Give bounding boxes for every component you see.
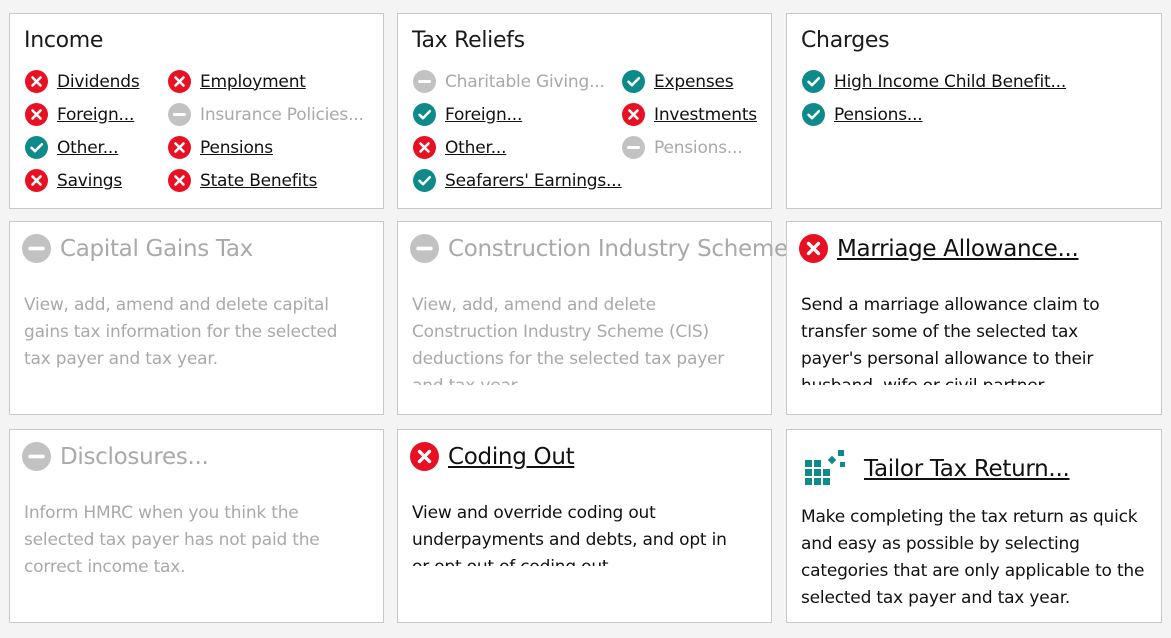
- not-completed-icon: [413, 136, 436, 159]
- income-dividends[interactable]: Dividends: [25, 70, 140, 93]
- disclosures-title: Disclosures...: [60, 443, 209, 470]
- not-applicable-icon: [413, 70, 436, 93]
- not-applicable-icon: [622, 136, 645, 159]
- not-completed-icon: [168, 70, 191, 93]
- charges-high-income-child-benefit[interactable]: High Income Child Benefit...: [802, 70, 1066, 93]
- coding-out-header[interactable]: Coding Out: [410, 442, 575, 471]
- completed-icon: [802, 103, 825, 126]
- income-state-benefits[interactable]: State Benefits: [168, 169, 317, 192]
- item-label: Pensions...: [834, 104, 923, 125]
- marriage-allowance-description: Send a marriage allowance claim to trans…: [801, 295, 1100, 385]
- not-applicable-icon: [22, 234, 51, 263]
- marriage-allowance-card: Marriage Allowance... Send a marriage al…: [786, 221, 1162, 415]
- reliefs-other[interactable]: Other...: [413, 136, 507, 159]
- reliefs-charitable-giving: Charitable Giving...: [413, 70, 605, 93]
- income-pensions[interactable]: Pensions: [168, 136, 273, 159]
- not-completed-icon: [25, 169, 48, 192]
- not-completed-icon: [168, 169, 191, 192]
- income-insurance-policies: Insurance Policies...: [168, 103, 364, 126]
- not-completed-icon: [25, 70, 48, 93]
- completed-icon: [622, 70, 645, 93]
- not-completed-icon: [799, 234, 828, 263]
- completed-icon: [413, 169, 436, 192]
- item-label: Pensions...: [654, 137, 743, 158]
- coding-out-card: Coding Out View and override coding out …: [397, 429, 772, 623]
- marriage-allowance-title[interactable]: Marriage Allowance...: [837, 235, 1079, 262]
- completed-icon: [413, 103, 436, 126]
- tax-reliefs-card: Tax Reliefs Charitable Giving... Expense…: [397, 13, 772, 209]
- capital-gains-header: Capital Gains Tax: [22, 234, 253, 263]
- income-savings[interactable]: Savings: [25, 169, 122, 192]
- item-label: Other...: [445, 137, 507, 158]
- item-label: Investments: [654, 104, 757, 125]
- tailor-grid-icon: [803, 448, 847, 490]
- income-foreign[interactable]: Foreign...: [25, 103, 134, 126]
- disclosures-description: Inform HMRC when you think the selected …: [24, 503, 320, 577]
- income-employment[interactable]: Employment: [168, 70, 306, 93]
- not-applicable-icon: [168, 103, 191, 126]
- item-label: Pensions: [200, 137, 273, 158]
- tax-reliefs-title: Tax Reliefs: [412, 28, 525, 53]
- capital-gains-title: Capital Gains Tax: [60, 235, 253, 262]
- item-label: Dividends: [57, 71, 140, 92]
- marriage-allowance-header[interactable]: Marriage Allowance...: [799, 234, 1079, 263]
- item-label: State Benefits: [200, 170, 318, 191]
- not-applicable-icon: [22, 442, 51, 471]
- item-label: Insurance Policies...: [200, 104, 364, 125]
- not-completed-icon: [410, 442, 439, 471]
- disclosures-header: Disclosures...: [22, 442, 209, 471]
- charges-pensions[interactable]: Pensions...: [802, 103, 923, 126]
- item-label: Savings: [57, 170, 123, 191]
- coding-out-title[interactable]: Coding Out: [448, 443, 575, 470]
- income-title: Income: [24, 28, 104, 53]
- not-completed-icon: [25, 103, 48, 126]
- charges-card: Charges High Income Child Benefit... Pen…: [786, 13, 1162, 209]
- coding-out-description: View and override coding out underpaymen…: [412, 503, 727, 566]
- item-label: High Income Child Benefit...: [834, 71, 1067, 92]
- reliefs-investments[interactable]: Investments: [622, 103, 757, 126]
- reliefs-expenses[interactable]: Expenses: [622, 70, 734, 93]
- item-label: Other...: [57, 137, 119, 158]
- tailor-title[interactable]: Tailor Tax Return...: [864, 456, 1070, 482]
- tailor-header[interactable]: Tailor Tax Return...: [803, 448, 1070, 490]
- cis-header: Construction Industry Scheme: [410, 234, 788, 263]
- income-other[interactable]: Other...: [25, 136, 119, 159]
- item-label: Expenses: [654, 71, 734, 92]
- reliefs-seafarers-earnings[interactable]: Seafarers' Earnings...: [413, 169, 622, 192]
- item-label: Seafarers' Earnings...: [445, 170, 622, 191]
- item-label: Foreign...: [445, 104, 523, 125]
- not-applicable-icon: [410, 234, 439, 263]
- item-label: Charitable Giving...: [445, 71, 605, 92]
- not-completed-icon: [622, 103, 645, 126]
- reliefs-foreign[interactable]: Foreign...: [413, 103, 522, 126]
- completed-icon: [802, 70, 825, 93]
- tailor-description: Make completing the tax return as quick …: [801, 507, 1145, 608]
- capital-gains-card: Capital Gains Tax View, add, amend and d…: [9, 221, 384, 415]
- tailor-card: Tailor Tax Return... Make completing the…: [786, 429, 1162, 623]
- capital-gains-description: View, add, amend and delete capital gain…: [24, 295, 338, 369]
- cis-description: View, add, amend and delete Construction…: [412, 295, 725, 385]
- completed-icon: [25, 136, 48, 159]
- cis-title: Construction Industry Scheme: [448, 235, 788, 262]
- reliefs-pensions: Pensions...: [622, 136, 743, 159]
- disclosures-card: Disclosures... Inform HMRC when you thin…: [9, 429, 384, 623]
- not-completed-icon: [168, 136, 191, 159]
- income-card: Income Dividends Employment Foreign... I…: [9, 13, 384, 209]
- item-label: Employment: [200, 71, 306, 92]
- item-label: Foreign...: [57, 104, 135, 125]
- charges-title: Charges: [801, 28, 890, 53]
- cis-card: Construction Industry Scheme View, add, …: [397, 221, 788, 415]
